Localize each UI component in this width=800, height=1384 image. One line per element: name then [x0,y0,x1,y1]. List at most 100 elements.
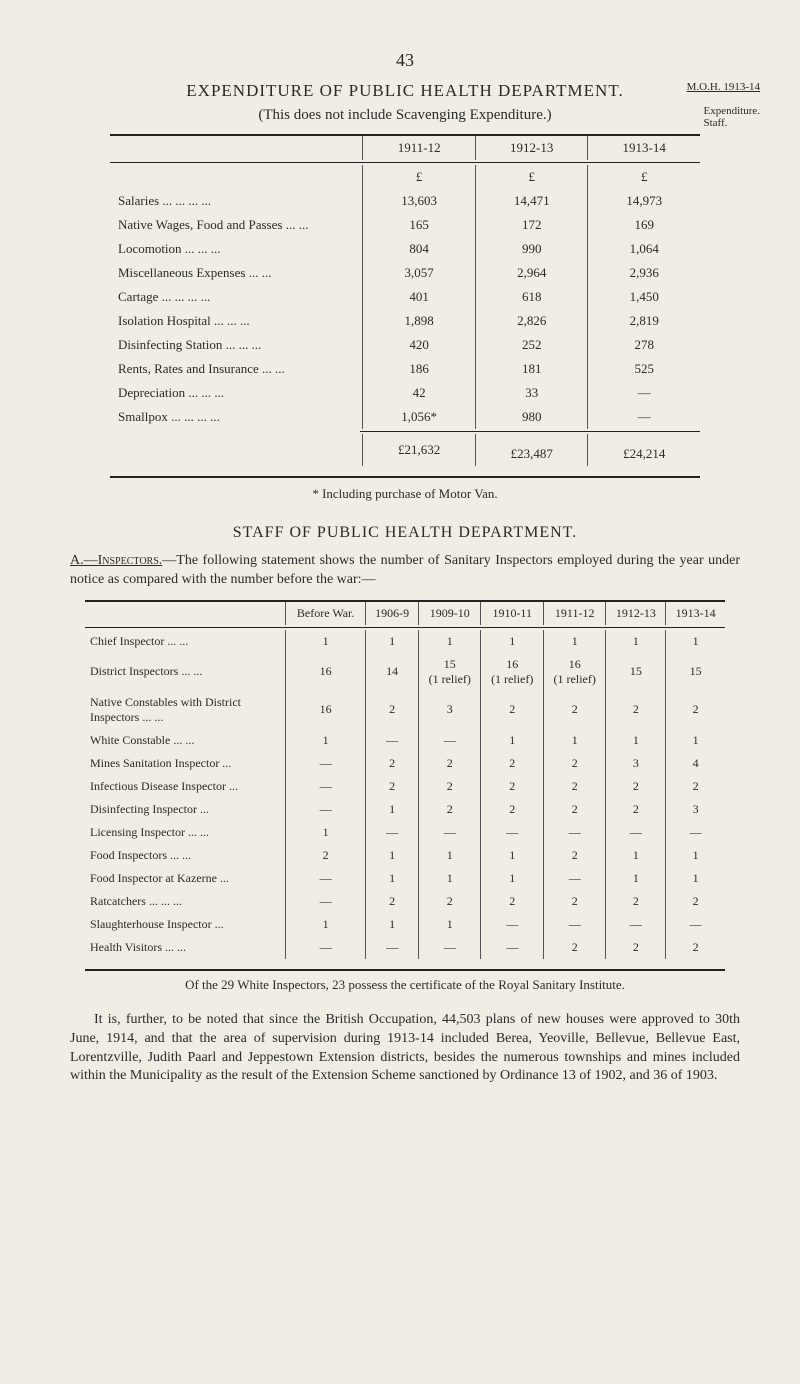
table-row: Health Visitors ... ...————222 [85,936,725,959]
row-label: Salaries ... ... ... ... [110,189,363,213]
rule [110,476,700,478]
data-cell: — [286,867,366,890]
table-row: Licensing Inspector ... ...1—————— [85,821,725,844]
data-cell: — [419,936,481,959]
data-cell: 181 [475,357,588,381]
data-cell: 1 [606,844,666,867]
data-cell: 1 [606,729,666,752]
data-cell: 172 [475,213,588,237]
data-cell: 2,936 [588,261,700,285]
col-header: 1906-9 [366,602,419,625]
data-cell: — [366,936,419,959]
currency-symbol: £ [588,165,700,189]
data-cell: 1 [366,630,419,653]
table-row: Native Constables with District Inspecto… [85,691,725,729]
data-cell: 1,898 [363,309,476,333]
data-cell: 1 [481,867,543,890]
currency-symbol: £ [475,165,588,189]
data-cell: 2 [666,936,725,959]
data-cell: 1 [419,867,481,890]
col-header: Before War. [286,602,366,625]
data-cell: 1 [666,630,725,653]
data-cell: 618 [475,285,588,309]
data-cell: 4 [666,752,725,775]
currency-symbol: £ [363,165,476,189]
row-label: Licensing Inspector ... ... [85,821,286,844]
row-label: Ratcatchers ... ... ... [85,890,286,913]
margin-note-staff: Expenditure. Staff. [703,105,760,129]
data-cell: 2 [481,798,543,821]
data-cell: 1 [286,821,366,844]
row-label: Rents, Rates and Insurance ... ... [110,357,363,381]
data-cell: 2 [366,890,419,913]
data-cell: 2 [543,936,605,959]
data-cell: 33 [475,381,588,405]
data-cell: 1 [366,913,419,936]
row-label: Miscellaneous Expenses ... ... [110,261,363,285]
data-cell: — [666,821,725,844]
expenditure-table: 1911-12 1912-13 1913-14 £ £ £ Salaries .… [110,136,700,466]
data-cell: 1,064 [588,237,700,261]
page: 43 EXPENDITURE OF PUBLIC HEALTH DEPARTME… [0,0,800,1136]
data-cell: 1,056* [363,405,476,429]
rule [85,969,725,971]
data-cell: 2 [666,890,725,913]
data-cell: — [286,752,366,775]
data-cell: — [481,821,543,844]
data-cell: 1 [286,913,366,936]
data-cell: 2 [543,890,605,913]
data-cell: 1 [419,913,481,936]
data-cell: — [543,821,605,844]
table-row: Rents, Rates and Insurance ... ...186181… [110,357,700,381]
table-header-row: 1911-12 1912-13 1913-14 [110,136,700,160]
row-label: Smallpox ... ... ... ... [110,405,363,429]
data-cell: — [286,798,366,821]
section-title-expenditure: EXPENDITURE OF PUBLIC HEALTH DEPARTMENT. [70,81,740,101]
data-cell: 15 [666,653,725,691]
data-cell: 2 [366,752,419,775]
data-cell: 2 [606,798,666,821]
inspectors-intro: A.—Inspectors.—The following statement s… [70,552,740,590]
data-cell: 401 [363,285,476,309]
row-label: Health Visitors ... ... [85,936,286,959]
data-cell: — [543,913,605,936]
data-cell: 278 [588,333,700,357]
data-cell: 2 [286,844,366,867]
table-row: Salaries ... ... ... ...13,60314,47114,9… [110,189,700,213]
intro-label: A.—Inspectors. [70,553,162,568]
data-cell: 16 (1 relief) [543,653,605,691]
data-cell: 2 [419,752,481,775]
data-cell: 2 [419,798,481,821]
table-row: Chief Inspector ... ...1111111 [85,630,725,653]
data-cell: 2,819 [588,309,700,333]
data-cell: 1 [286,729,366,752]
data-cell: — [606,821,666,844]
data-cell: — [606,913,666,936]
data-cell: 2 [606,691,666,729]
table-row: Locomotion ... ... ...8049901,064 [110,237,700,261]
data-cell: 14,973 [588,189,700,213]
data-cell: 2 [481,775,543,798]
table-row: Infectious Disease Inspector ...—222222 [85,775,725,798]
data-cell: 165 [363,213,476,237]
data-cell: 420 [363,333,476,357]
data-cell: 1 [366,844,419,867]
col-header: 1911-12 [543,602,605,625]
data-cell: 525 [588,357,700,381]
data-cell: — [366,729,419,752]
data-cell: 2 [543,775,605,798]
row-label: Locomotion ... ... ... [110,237,363,261]
section-title-staff: STAFF OF PUBLIC HEALTH DEPARTMENT. [70,524,740,542]
table-row: Isolation Hospital ... ... ...1,8982,826… [110,309,700,333]
data-cell: — [588,381,700,405]
data-cell: 15 [606,653,666,691]
data-cell: — [543,867,605,890]
data-cell: 42 [363,381,476,405]
data-cell: — [481,936,543,959]
data-cell: 2 [419,775,481,798]
row-label: Food Inspector at Kazerne ... [85,867,286,890]
data-cell: 804 [363,237,476,261]
table-header-row: Before War. 1906-9 1909-10 1910-11 1911-… [85,602,725,625]
table-row: Cartage ... ... ... ...4016181,450 [110,285,700,309]
table-row: Smallpox ... ... ... ...1,056*980— [110,405,700,429]
